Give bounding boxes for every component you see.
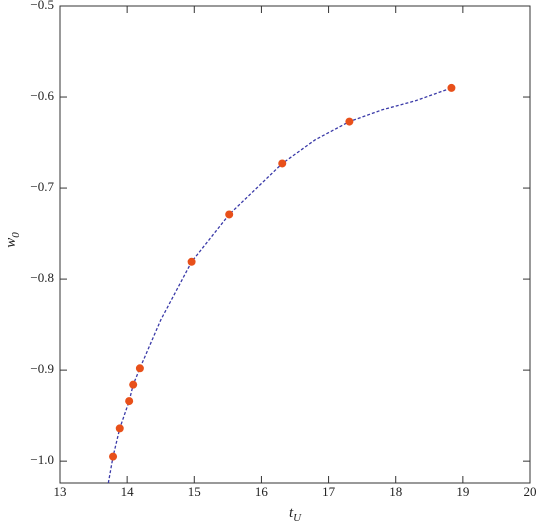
data-point [447, 83, 456, 92]
data-point [187, 257, 196, 266]
data-point [125, 397, 134, 406]
data-point [345, 117, 354, 126]
data-point [278, 159, 287, 168]
y-axis-label: w0 [3, 232, 21, 248]
y-tick-label: −0.6 [30, 88, 54, 103]
x-tick-label: 15 [188, 484, 201, 499]
data-point [135, 364, 144, 373]
y-tick-label: −0.8 [30, 270, 54, 285]
plot-frame [59, 5, 531, 484]
y-tick-label: −0.7 [30, 179, 54, 194]
x-tick-label: 20 [524, 484, 537, 499]
data-point [225, 210, 234, 219]
x-tick-label: 19 [456, 484, 469, 499]
y-tick-label: −0.5 [30, 0, 54, 12]
x-label-base: t [289, 505, 294, 521]
data-point [129, 380, 138, 389]
fit-line [107, 87, 452, 484]
x-tick-label: 18 [389, 484, 402, 499]
data-point [109, 452, 118, 461]
y-tick-label: −1.0 [30, 452, 54, 467]
x-tick-label: 13 [54, 484, 67, 499]
x-label-sub: U [293, 512, 302, 524]
x-tick-label: 14 [121, 484, 135, 499]
y-tick-label: −0.9 [30, 361, 54, 376]
data-point [115, 424, 124, 433]
y-label-sub: 0 [10, 232, 22, 238]
x-tick-label: 16 [255, 484, 269, 499]
x-axis-label: tU [289, 505, 302, 523]
y-label-base: w [3, 238, 19, 248]
x-tick-label: 17 [322, 484, 336, 499]
